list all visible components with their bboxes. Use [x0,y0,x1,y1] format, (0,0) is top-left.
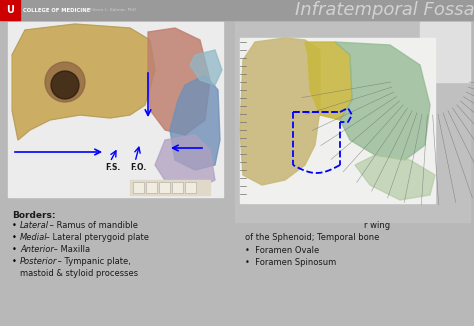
Bar [8,22,223,197]
Polygon shape [190,50,222,85]
Text: mastoid & styloid processes: mastoid & styloid processes [20,269,138,278]
Text: Eileen L. Kalmar, PhD: Eileen L. Kalmar, PhD [90,8,137,12]
Bar [185,182,196,193]
Bar [159,182,170,193]
Text: r wing: r wing [364,221,390,230]
Polygon shape [355,155,435,200]
Text: – Lateral pterygoid plate: – Lateral pterygoid plate [43,233,149,242]
Text: Borders:: Borders: [12,211,55,220]
Text: •: • [12,221,17,230]
Bar [0,0,474,20]
Text: Anterior: Anterior [20,245,54,254]
Polygon shape [240,38,320,185]
Text: F.S.: F.S. [105,163,120,172]
Text: of the Sphenoid; Temporal bone: of the Sphenoid; Temporal bone [245,233,379,242]
Text: •  Foramen Ovale: • Foramen Ovale [245,246,319,255]
Polygon shape [148,28,210,135]
Text: •  Foramen Spinosum: • Foramen Spinosum [245,258,336,267]
Text: – Ramus of mandible: – Ramus of mandible [47,221,138,230]
Bar [420,22,470,82]
Text: •: • [12,245,17,254]
Bar [235,22,470,222]
Circle shape [45,62,85,102]
Polygon shape [335,42,430,160]
Text: U: U [6,5,14,15]
Bar [172,182,183,193]
Text: – Maxilla: – Maxilla [51,245,90,254]
Text: Infratemporal Fossa: Infratemporal Fossa [295,1,474,19]
Bar [146,182,157,193]
Circle shape [51,71,79,99]
Text: F.O.: F.O. [130,163,146,172]
Text: Medial: Medial [20,233,47,242]
Polygon shape [155,135,215,190]
Bar [240,38,435,203]
Text: COLLEGE OF MEDICINE: COLLEGE OF MEDICINE [23,7,91,12]
Bar [130,180,210,195]
Text: Lateral: Lateral [20,221,49,230]
Bar [133,182,144,193]
Polygon shape [170,75,220,170]
Polygon shape [305,42,352,120]
Text: – Tympanic plate,: – Tympanic plate, [55,257,130,266]
Polygon shape [12,24,155,140]
Bar [0,0,20,20]
Text: •: • [12,257,17,266]
Text: Posterior: Posterior [20,257,57,266]
Text: •: • [12,233,17,242]
